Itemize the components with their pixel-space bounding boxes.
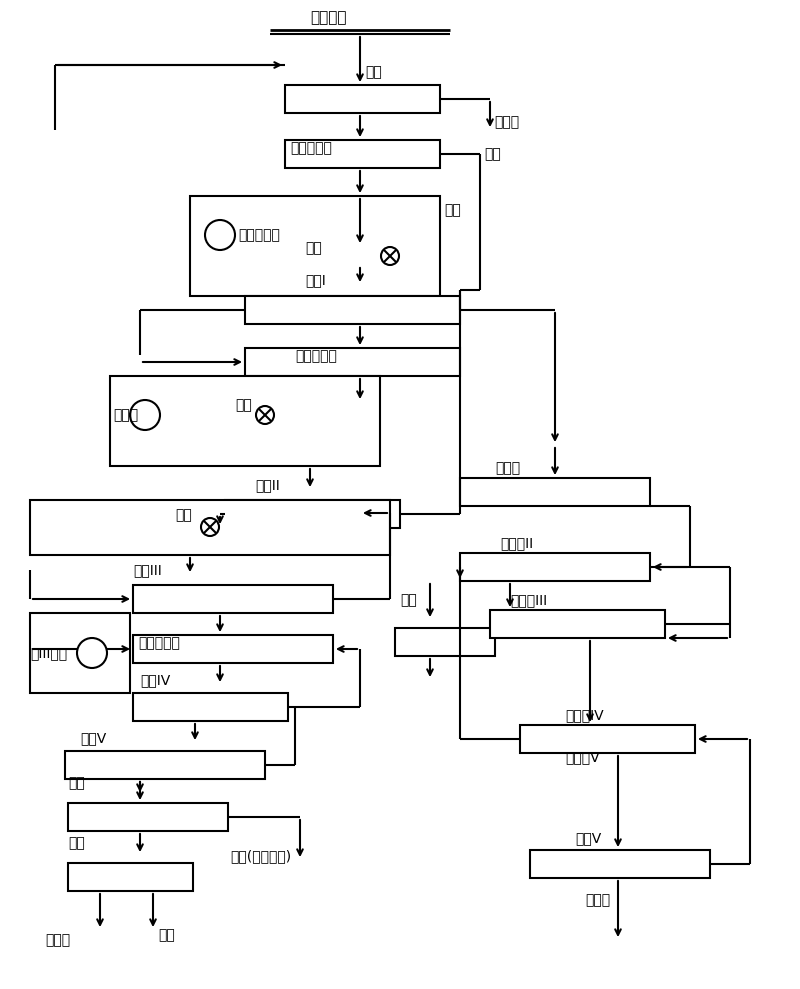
Text: 水力旋流器: 水力旋流器 <box>290 141 332 155</box>
Text: 钼精矿: 钼精矿 <box>45 933 70 947</box>
Text: 精III再磨: 精III再磨 <box>30 646 67 660</box>
Circle shape <box>201 518 219 536</box>
Bar <box>65 751 265 779</box>
Text: 搅拌: 搅拌 <box>235 398 252 412</box>
Text: 浓密: 浓密 <box>365 65 382 79</box>
Text: 溢流水: 溢流水 <box>494 115 519 129</box>
Bar <box>285 140 440 168</box>
Text: 精选IV: 精选IV <box>140 673 170 687</box>
Text: 溢流: 溢流 <box>484 147 501 161</box>
Bar <box>133 585 333 613</box>
Bar <box>30 500 390 555</box>
Text: 精扫选: 精扫选 <box>495 461 520 475</box>
Circle shape <box>381 247 399 265</box>
Bar <box>30 613 130 693</box>
Text: 蒸汽: 蒸汽 <box>158 928 174 942</box>
Bar <box>68 863 193 891</box>
Bar <box>190 196 440 296</box>
Bar <box>490 610 665 638</box>
Text: 干燥: 干燥 <box>68 836 85 850</box>
Text: 过滤: 过滤 <box>68 776 85 790</box>
Text: 精扫选V: 精扫选V <box>565 750 600 764</box>
Text: 滤液(去沉淀池): 滤液(去沉淀池) <box>230 849 291 863</box>
Bar <box>395 628 495 656</box>
Text: 精扫选III: 精扫选III <box>510 593 547 607</box>
Text: 精选V: 精选V <box>80 731 106 745</box>
Bar <box>520 725 695 753</box>
Bar <box>133 693 288 721</box>
Bar <box>245 296 460 324</box>
Bar <box>285 85 440 113</box>
Text: 搅拌: 搅拌 <box>175 508 192 522</box>
Circle shape <box>205 220 235 250</box>
Text: 精选III: 精选III <box>133 563 162 577</box>
Bar <box>245 348 460 376</box>
Bar <box>460 553 650 581</box>
Text: 精扫尾: 精扫尾 <box>585 893 610 907</box>
Bar <box>530 850 710 878</box>
Text: 水力旋流器: 水力旋流器 <box>138 636 180 650</box>
Text: 粗选泡沫: 粗选泡沫 <box>310 11 346 26</box>
Text: 水力旋流器: 水力旋流器 <box>295 349 337 363</box>
Circle shape <box>256 406 274 424</box>
Bar <box>110 376 380 466</box>
Bar <box>133 635 333 663</box>
Text: 溢流: 溢流 <box>444 203 461 217</box>
Text: 精扫V: 精扫V <box>575 831 602 845</box>
Text: 精选I: 精选I <box>305 273 326 287</box>
Text: 扫精: 扫精 <box>400 593 417 607</box>
Text: 粗精矿再磨: 粗精矿再磨 <box>238 228 280 242</box>
Text: 精扫选IV: 精扫选IV <box>565 708 604 722</box>
Circle shape <box>130 400 160 430</box>
Bar <box>460 478 650 506</box>
Bar <box>225 500 400 528</box>
Circle shape <box>77 638 107 668</box>
Bar <box>68 803 228 831</box>
Text: 精扫选II: 精扫选II <box>500 536 533 550</box>
Text: 精选II: 精选II <box>255 478 280 492</box>
Text: 精再磨: 精再磨 <box>113 408 138 422</box>
Text: 搅拌: 搅拌 <box>305 241 322 255</box>
